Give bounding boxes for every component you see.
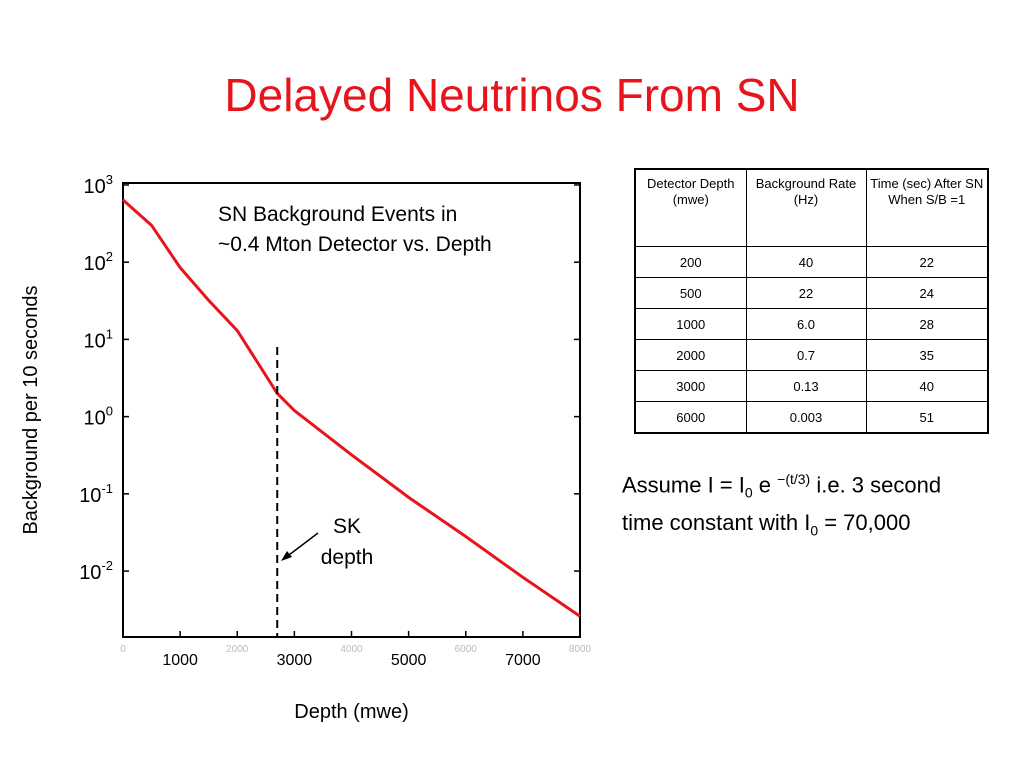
- table-cell: 22: [865, 246, 989, 278]
- x-tick-label: 2000: [226, 644, 249, 655]
- y-tick-label: 10-1: [79, 481, 113, 507]
- table-cell: 500: [634, 277, 747, 309]
- table-cell: 200: [634, 246, 747, 278]
- x-tick-label: 0: [120, 644, 126, 655]
- table-cell: Time (sec) After SN When S/B =1: [865, 168, 989, 247]
- table-row: 2000 0.7 35: [634, 339, 989, 371]
- y-tick-base: 10: [84, 253, 106, 275]
- table-cell: 0.7: [745, 339, 867, 371]
- y-tick-exponent: 0: [106, 404, 113, 419]
- y-tick-label: 10-2: [79, 558, 113, 584]
- table-cell: 3000: [634, 370, 747, 402]
- slide-title: Delayed Neutrinos From SN: [224, 69, 800, 121]
- y-tick-exponent: 2: [106, 249, 113, 264]
- y-tick-label: 100: [84, 404, 113, 430]
- table-row: 200 40 22: [634, 246, 989, 278]
- note-sub: 0: [744, 484, 753, 501]
- x-tick-label: 4000: [340, 644, 363, 655]
- table-row: 500 22 24: [634, 277, 989, 309]
- table-cell: 0.003: [745, 401, 867, 434]
- note: Assume I = I0 e −(t/3) i.e. 3 second time…: [622, 464, 941, 545]
- sk-arrowhead: [281, 551, 292, 561]
- annotation: SN Background Events in ~0.4 Mton Detecto…: [218, 203, 492, 256]
- table-cell: 28: [865, 308, 989, 340]
- note-text: time constant with I: [622, 509, 811, 535]
- y-tick-label: 101: [84, 326, 113, 352]
- table-cell: 2000: [634, 339, 747, 371]
- note-sub: 0: [810, 522, 819, 539]
- table-header: Detector Depth (mwe) Background Rate (Hz)…: [634, 168, 989, 247]
- y-tick-label: 103: [84, 172, 113, 198]
- x-axis-label: Depth (mwe): [294, 701, 408, 723]
- y-tick-base: 10: [84, 176, 106, 198]
- y-tick-label: 102: [84, 249, 113, 275]
- table-cell: 6.0: [745, 308, 867, 340]
- sk-label: SK: [333, 515, 361, 538]
- y-tick-exponent: -1: [101, 481, 113, 496]
- annotation-line: ~0.4 Mton Detector vs. Depth: [218, 233, 492, 256]
- note-text: e: [752, 472, 778, 498]
- x-tick-label: 7000: [505, 652, 541, 669]
- table-cell: Detector Depth (mwe): [634, 168, 747, 247]
- y-tick-base: 10: [84, 408, 106, 430]
- table-cell: 40: [865, 370, 989, 402]
- data-line: [122, 198, 581, 618]
- table-cell: 24: [865, 277, 989, 309]
- y-tick-exponent: -2: [101, 558, 113, 573]
- data-table: Detector Depth (mwe) Background Rate (Hz)…: [634, 168, 989, 434]
- x-tick-label: 1000: [162, 652, 198, 669]
- table-row: 3000 0.13 40: [634, 370, 989, 402]
- note-text: Assume I = I: [622, 472, 745, 498]
- table-row: 1000 6.0 28: [634, 308, 989, 340]
- y-axis-label: Background per 10 seconds: [20, 285, 42, 534]
- note-text: i.e. 3 second: [810, 472, 942, 498]
- x-tick-label: 5000: [391, 652, 427, 669]
- y-tick-base: 10: [79, 485, 101, 507]
- table-cell: 22: [745, 277, 867, 309]
- y-tick-base: 10: [84, 330, 106, 352]
- sk-arrow: [284, 532, 319, 559]
- table-cell: 40: [745, 246, 867, 278]
- note-text: = 70,000: [818, 509, 911, 535]
- sk-label: depth: [321, 546, 374, 569]
- note-sup: −(t/3): [777, 471, 811, 487]
- table-row: 6000 0.003 51: [634, 401, 989, 434]
- x-tick-label: 8000: [569, 644, 592, 655]
- x-tick-label: 3000: [277, 652, 313, 669]
- table-cell: 51: [865, 401, 989, 434]
- table-cell: 35: [865, 339, 989, 371]
- annotation-line: SN Background Events in: [218, 203, 457, 226]
- table-cell: 6000: [634, 401, 747, 434]
- y-tick-base: 10: [79, 562, 101, 584]
- y-tick-exponent: 3: [106, 172, 113, 187]
- table-cell: 1000: [634, 308, 747, 340]
- y-tick-exponent: 1: [106, 326, 113, 341]
- x-tick-label: 6000: [455, 644, 478, 655]
- table-cell: Background Rate (Hz): [745, 168, 867, 247]
- table-cell: 0.13: [745, 370, 867, 402]
